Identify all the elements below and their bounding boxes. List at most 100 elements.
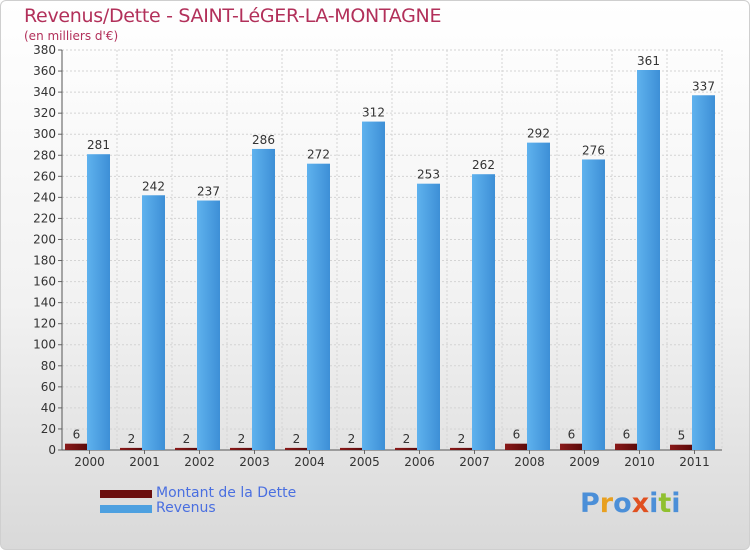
x-tick-label: 2007 <box>459 455 490 469</box>
logo-letter: x <box>631 488 650 519</box>
revenue-bar <box>692 95 715 451</box>
legend-swatch-revenue <box>100 504 152 513</box>
debt-bar <box>285 447 308 450</box>
logo-letter: o <box>613 488 632 519</box>
debt-data-label: 2 <box>348 432 356 446</box>
x-tick-label: 2002 <box>184 455 215 469</box>
y-tick-label: 360 <box>33 64 56 78</box>
debt-bar <box>65 443 88 450</box>
y-tick-label: 40 <box>41 401 56 415</box>
debt-bar <box>450 447 473 450</box>
revenue-bar <box>362 121 385 450</box>
legend-item-revenue: Revenus <box>100 501 296 516</box>
revenue-data-label: 361 <box>637 54 660 68</box>
logo-letter: P <box>580 488 600 519</box>
logo-letter: r <box>599 488 614 519</box>
debt-data-label: 2 <box>183 432 191 446</box>
chart-title: Revenus/Dette - SAINT-LéGER-LA-MONTAGNE <box>24 5 442 27</box>
debt-data-label: 2 <box>128 432 136 446</box>
y-tick-label: 160 <box>33 275 56 289</box>
chart-subtitle: (en milliers d'€) <box>24 29 119 43</box>
debt-data-label: 6 <box>623 428 631 442</box>
x-tick-label: 2004 <box>294 455 325 469</box>
revenue-bar <box>472 174 495 451</box>
revenue-bar <box>527 142 550 450</box>
y-tick-label: 260 <box>33 169 56 183</box>
logo-letter: i <box>671 488 681 519</box>
x-tick-label: 2008 <box>514 455 545 469</box>
revenue-data-label: 242 <box>142 179 165 193</box>
revenue-data-label: 337 <box>692 79 715 93</box>
y-tick-label: 0 <box>48 443 56 457</box>
y-tick-label: 120 <box>33 317 56 331</box>
debt-data-label: 2 <box>238 432 246 446</box>
y-tick-label: 280 <box>33 148 56 162</box>
y-tick-label: 140 <box>33 296 56 310</box>
debt-data-label: 5 <box>678 429 686 443</box>
debt-data-label: 6 <box>568 428 576 442</box>
x-tick-label: 2001 <box>129 455 160 469</box>
y-tick-label: 80 <box>41 359 56 373</box>
x-tick-label: 2000 <box>74 455 105 469</box>
debt-bar <box>230 447 253 450</box>
logo-letter: t <box>658 488 672 519</box>
y-tick-label: 340 <box>33 85 56 99</box>
legend: Montant de la Dette Revenus <box>100 486 296 516</box>
y-tick-label: 300 <box>33 127 56 141</box>
revenue-data-label: 262 <box>472 158 495 172</box>
bar-layer <box>65 70 715 451</box>
revenue-data-label: 292 <box>527 127 550 141</box>
debt-bar <box>670 444 693 450</box>
debt-bar <box>175 447 198 450</box>
x-tick-label: 2003 <box>239 455 270 469</box>
debt-data-label: 2 <box>293 432 301 446</box>
y-tick-label: 240 <box>33 190 56 204</box>
grid-layer <box>61 49 723 451</box>
revenue-bar <box>197 200 220 450</box>
x-tick-label: 2005 <box>349 455 380 469</box>
x-tick-label: 2010 <box>624 455 655 469</box>
x-tick-label: 2011 <box>679 455 710 469</box>
debt-bar <box>395 447 418 450</box>
revenue-bar <box>142 195 165 450</box>
revenue-bar <box>417 183 440 450</box>
revenue-bar <box>582 159 605 450</box>
debt-data-label: 2 <box>403 432 411 446</box>
x-tick-label: 2006 <box>404 455 435 469</box>
legend-item-debt: Montant de la Dette <box>100 486 296 501</box>
debt-bar <box>340 447 363 450</box>
debt-data-label: 6 <box>73 428 81 442</box>
revenue-bar <box>637 70 660 450</box>
label-layer: 6 281 2 242 2 237 2 286 2 272 2 312 2 253 2 262 6 292 6 276… <box>73 54 715 446</box>
revenue-data-label: 276 <box>582 143 605 157</box>
debt-bar <box>505 443 528 450</box>
legend-swatch-debt <box>100 489 152 498</box>
y-tick-label: 100 <box>33 338 56 352</box>
revenue-data-label: 253 <box>417 168 440 182</box>
legend-label-debt: Montant de la Dette <box>156 485 297 501</box>
revenue-data-label: 281 <box>87 138 110 152</box>
y-tick-label: 200 <box>33 232 56 246</box>
proxiti-logo: Proxiti <box>580 488 681 519</box>
revenue-bar <box>307 163 330 450</box>
debt-bar <box>560 443 583 450</box>
revenue-bar <box>252 148 275 450</box>
revenue-data-label: 237 <box>197 185 220 199</box>
axis-layer: 0 20 40 60 80 100 120 140 160 180 200 220 240 260 280 3… <box>33 43 722 469</box>
y-tick-label: 60 <box>41 380 56 394</box>
x-tick-label: 2009 <box>569 455 600 469</box>
debt-bar <box>120 447 143 450</box>
y-tick-label: 220 <box>33 211 56 225</box>
revenue-bar <box>87 154 110 451</box>
revenue-data-label: 312 <box>362 106 385 120</box>
revenue-data-label: 272 <box>307 148 330 162</box>
logo-letter: i <box>649 488 659 519</box>
revenue-data-label: 286 <box>252 133 275 147</box>
y-tick-label: 320 <box>33 106 56 120</box>
debt-data-label: 6 <box>513 428 521 442</box>
debt-bar <box>615 443 638 450</box>
legend-label-revenue: Revenus <box>156 500 216 516</box>
y-tick-label: 20 <box>41 422 56 436</box>
y-tick-label: 180 <box>33 254 56 268</box>
